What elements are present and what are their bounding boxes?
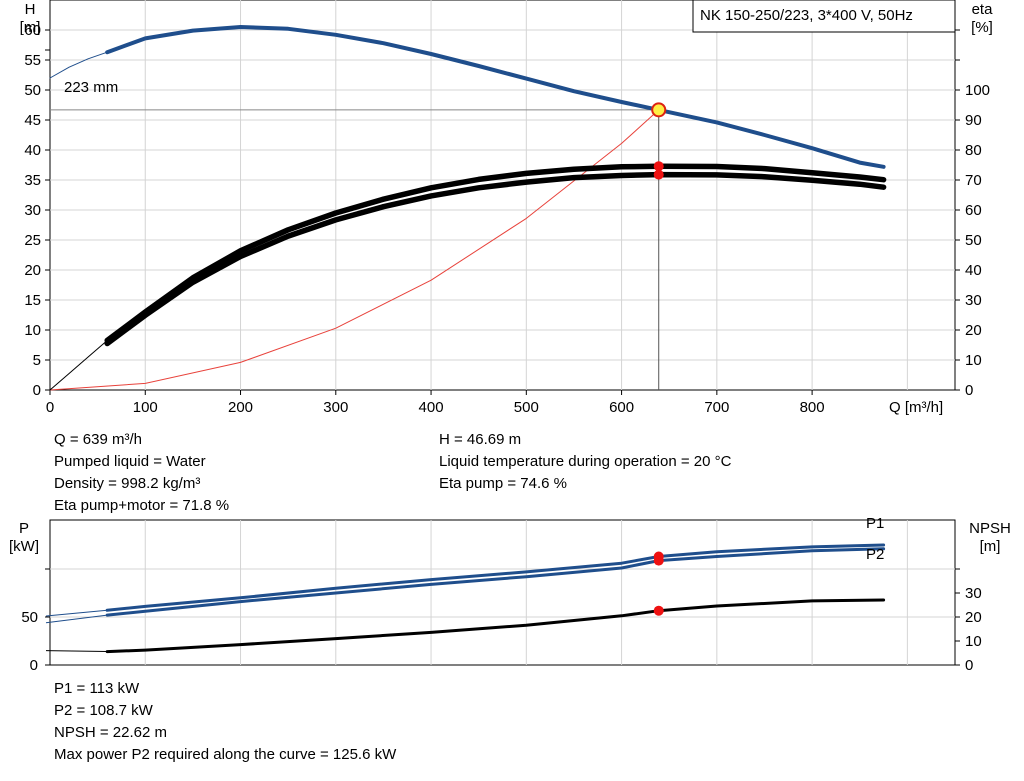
top-y-axis-label-line-0: H: [25, 1, 36, 18]
info-temperature: Liquid temperature during operation = 20…: [439, 453, 732, 470]
top-x-axis-label: Q [m³/h]: [889, 399, 943, 416]
top-y2-tick-label-100: 100: [965, 82, 990, 99]
op-marker-npsh: [653, 605, 664, 616]
chart-title: NK 150-250/223, 3*400 V, 50Hz: [700, 7, 913, 24]
info-flow: Q = 639 m³/h: [54, 431, 142, 448]
top-y2-tick-label-50: 50: [965, 232, 982, 249]
top-y2-axis-label-line-0: eta: [972, 1, 994, 18]
top-x-tick-label-200: 200: [228, 399, 253, 416]
p1-curve-line: [105, 543, 886, 612]
p2-series-label: P2: [866, 546, 884, 563]
bottom-y2-tick-label-0: 0: [965, 657, 973, 674]
info-eta-pump: Eta pump = 74.6 %: [439, 475, 567, 492]
info-eta-pump-motor: Eta pump+motor = 71.8 %: [54, 497, 230, 514]
operating-info-right: H = 46.69 m Liquid temperature during op…: [439, 429, 731, 495]
top-y2-axis-label-line-1: [%]: [971, 19, 993, 36]
top-plot-frame: [49, 0, 956, 391]
top-x-tick-label-500: 500: [514, 399, 539, 416]
top-y2-tick-label-40: 40: [965, 262, 982, 279]
top-y2-tick-label-70: 70: [965, 172, 982, 189]
top-y-tick-label-0: 0: [33, 382, 41, 399]
p1-extension-line: [45, 609, 108, 617]
top-y2-tick-label-20: 20: [965, 322, 982, 339]
info-p2: P2 = 108.7 kW: [54, 702, 153, 719]
op-marker-eta-pump-motor: [653, 169, 664, 180]
top-y-tick-label-30: 30: [24, 202, 41, 219]
op-marker-head: [651, 102, 667, 118]
top-y-tick-label-20: 20: [24, 262, 41, 279]
p2-curve-line: [105, 547, 886, 617]
top-y2-tick-label-10: 10: [965, 352, 982, 369]
bottom-y2-axis-label-line-0: NPSH: [969, 520, 1011, 537]
top-y2-tick-label-80: 80: [965, 142, 982, 159]
info-density: Density = 998.2 kg/m³: [54, 475, 201, 492]
info-npsh: NPSH = 22.62 m: [54, 724, 167, 741]
top-y-tick-label-5: 5: [33, 352, 41, 369]
bottom-plot-frame: [49, 519, 956, 666]
top-y-tick-label-60: 60: [24, 22, 41, 39]
info-liquid: Pumped liquid = Water: [54, 453, 206, 470]
top-x-tick-label-800: 800: [800, 399, 825, 416]
top-y-tick-label-10: 10: [24, 322, 41, 339]
top-y-tick-label-50: 50: [24, 82, 41, 99]
power-info: P1 = 113 kW P2 = 108.7 kW NPSH = 22.62 m…: [54, 678, 396, 766]
bottom-y-axis-label-line-1: [kW]: [9, 538, 39, 555]
bottom-y2-tick-label-10: 10: [965, 633, 982, 650]
top-y2-tick-label-30: 30: [965, 292, 982, 309]
op-marker-eta-pump: [653, 161, 664, 172]
top-y-tick-label-45: 45: [24, 112, 41, 129]
eta-pump-line: [106, 165, 885, 342]
top-x-tick-label-100: 100: [133, 399, 158, 416]
top-y2-tick-label-0: 0: [965, 382, 973, 399]
chart-title-box: [692, 0, 956, 33]
bottom-y-axis-label-line-0: P: [19, 520, 29, 537]
top-x-tick-label-700: 700: [704, 399, 729, 416]
bottom-y2-axis-label-line-1: [m]: [980, 538, 1001, 555]
system-curve-line: [49, 109, 660, 391]
bottom-y-tick-label-50: 50: [21, 609, 38, 626]
top-y2-tick-label-90: 90: [965, 112, 982, 129]
op-marker-p2: [653, 555, 664, 566]
npsh-curve-line: [105, 598, 886, 654]
top-y-tick-label-40: 40: [24, 142, 41, 159]
top-y-tick-label-55: 55: [24, 52, 41, 69]
top-x-tick-label-0: 0: [46, 399, 54, 416]
top-y-tick-label-15: 15: [24, 292, 41, 309]
bottom-y2-tick-label-30: 30: [965, 585, 982, 602]
top-y-tick-label-25: 25: [24, 232, 41, 249]
impeller-diameter-label: 223 mm: [64, 79, 118, 96]
bottom-y-tick-label-0: 0: [30, 657, 38, 674]
info-p1: P1 = 113 kW: [54, 680, 140, 697]
top-y-axis-label-line-1: [m]: [20, 19, 41, 36]
info-head: H = 46.69 m: [439, 431, 522, 448]
head-curve-line: [105, 25, 886, 169]
bottom-y2-tick-label-20: 20: [965, 609, 982, 626]
info-max-power: Max power P2 required along the curve = …: [54, 746, 397, 763]
top-y-tick-label-35: 35: [24, 172, 41, 189]
npsh-extension-line: [45, 650, 108, 653]
eta-extension-line: [49, 340, 108, 391]
operating-info-left: Q = 639 m³/h Pumped liquid = Water Densi…: [54, 429, 229, 517]
eta-pump-motor-line: [106, 173, 885, 345]
top-x-tick-label-300: 300: [323, 399, 348, 416]
top-x-tick-label-600: 600: [609, 399, 634, 416]
top-y2-tick-label-60: 60: [965, 202, 982, 219]
p1-series-label: P1: [866, 515, 884, 532]
head-extension-line: [49, 51, 108, 79]
p2-extension-line: [45, 614, 108, 624]
top-x-tick-label-400: 400: [419, 399, 444, 416]
